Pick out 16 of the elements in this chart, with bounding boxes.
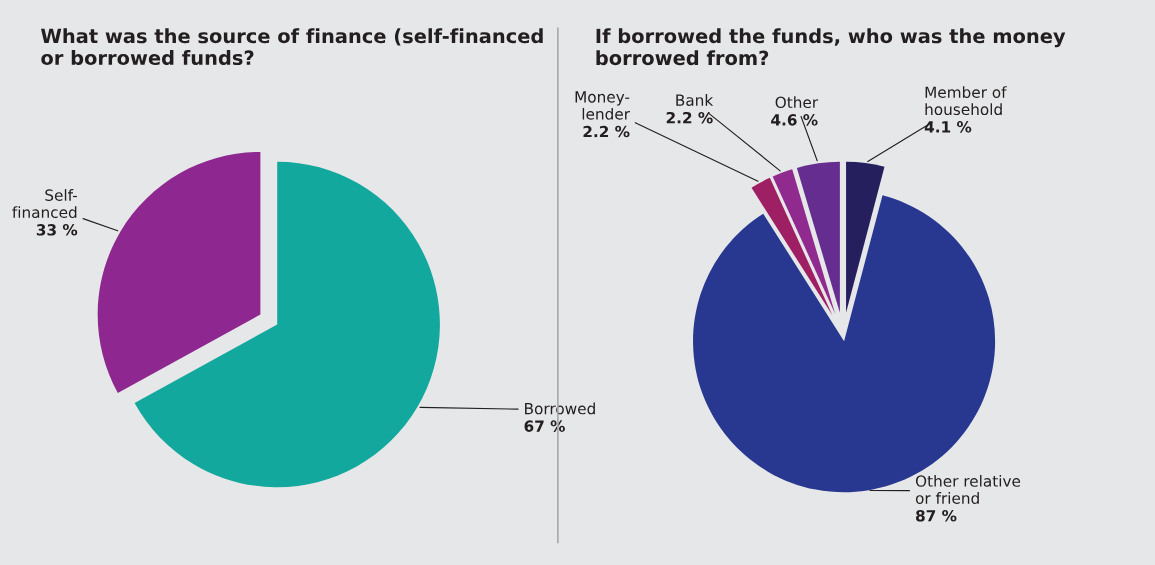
slice-label: Money- lender xyxy=(575,91,630,120)
data-label: 2.2 % xyxy=(583,125,630,138)
slice-label: Other xyxy=(775,96,819,109)
data-label: 33 % xyxy=(36,224,78,236)
data-label: 4.6 % xyxy=(771,114,818,126)
data-label: 2.2 % xyxy=(666,111,713,124)
slice-label: Self- financed xyxy=(12,189,77,219)
slice-label: Bank xyxy=(676,94,714,106)
slice-label: Other relative or friend xyxy=(915,475,1021,504)
chart-title: What was the source of finance (self-financed or borrowed funds? xyxy=(41,28,543,66)
chart-title: If borrowed the funds, who was the money borrowed from? xyxy=(596,28,1066,66)
slice-label: Borrowed xyxy=(525,402,595,415)
data-label: 67 % xyxy=(524,420,565,432)
slice-label: Member of household xyxy=(925,86,1007,116)
data-label: 87 % xyxy=(916,509,957,522)
data-label: 4.1 % xyxy=(924,121,972,133)
